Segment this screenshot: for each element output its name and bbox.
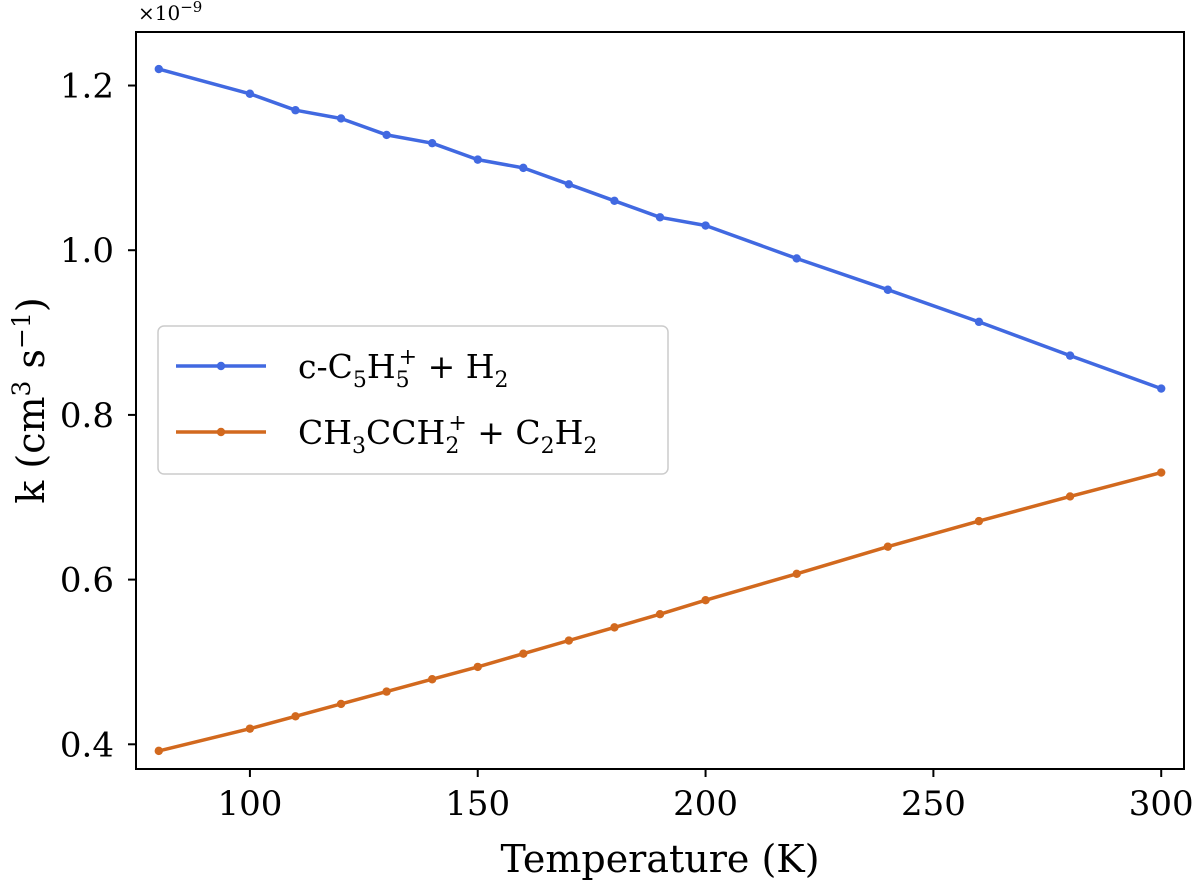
y-tick-label: 0.8 bbox=[60, 396, 114, 436]
data-point bbox=[291, 712, 300, 721]
data-point bbox=[701, 595, 710, 605]
data-point bbox=[564, 180, 574, 189]
y-tick-label: 1.0 bbox=[60, 231, 114, 271]
data-point bbox=[382, 687, 391, 696]
legend-label-2: CH3CCH2+ + C2H2 bbox=[298, 411, 597, 459]
series-layer bbox=[154, 64, 1166, 756]
data-point bbox=[1157, 384, 1166, 393]
data-point bbox=[610, 196, 619, 206]
data-point bbox=[1157, 468, 1166, 477]
legend-box bbox=[157, 325, 669, 475]
data-point bbox=[883, 542, 893, 551]
data-point bbox=[655, 213, 665, 222]
data-point bbox=[655, 609, 665, 619]
data-point bbox=[427, 675, 437, 684]
x-tick-label: 100 bbox=[217, 784, 282, 824]
legend: c-C5H5+ + H2 CH3CCH2+ + C2H2 bbox=[157, 325, 669, 475]
data-point bbox=[154, 746, 163, 756]
legend-marker bbox=[216, 361, 226, 371]
data-point bbox=[245, 89, 255, 98]
data-point bbox=[473, 662, 482, 672]
x-tick-label: 200 bbox=[673, 784, 738, 824]
x-axis-title: Temperature (K) bbox=[500, 837, 819, 881]
data-point bbox=[792, 254, 801, 263]
data-point bbox=[610, 623, 619, 632]
legend-label-1: c-C5H5+ + H2 bbox=[298, 345, 509, 393]
y-axis: 0.4 0.6 0.8 1.0 1.2 bbox=[60, 67, 136, 765]
x-tick-label: 150 bbox=[445, 784, 510, 824]
legend-marker bbox=[216, 427, 226, 437]
data-point bbox=[519, 163, 528, 173]
y-tick-label: 0.4 bbox=[60, 725, 114, 765]
y-tick-label: 1.2 bbox=[60, 67, 114, 107]
data-point bbox=[519, 649, 528, 658]
data-point bbox=[154, 64, 163, 74]
data-point bbox=[336, 114, 346, 123]
y-tick-label: 0.6 bbox=[60, 561, 114, 601]
data-point bbox=[336, 699, 346, 709]
data-point bbox=[564, 636, 574, 645]
x-tick-label: 300 bbox=[1129, 784, 1194, 824]
y-axis-title: k (cm3 s−1) bbox=[7, 297, 53, 503]
data-point bbox=[291, 106, 300, 115]
data-point bbox=[473, 155, 482, 164]
data-point bbox=[974, 317, 984, 327]
data-point bbox=[382, 130, 391, 140]
y-axis-offset-label: ×10−9 bbox=[138, 0, 202, 25]
data-point bbox=[1065, 351, 1075, 360]
x-tick-label: 250 bbox=[901, 784, 966, 824]
data-point bbox=[974, 516, 984, 526]
data-point bbox=[792, 569, 801, 579]
data-point bbox=[427, 138, 437, 148]
data-point bbox=[245, 724, 255, 733]
data-point bbox=[883, 285, 893, 294]
plot-frame bbox=[135, 31, 1185, 770]
data-point bbox=[1065, 492, 1075, 501]
data-point bbox=[701, 221, 710, 230]
x-axis: 100 150 200 250 300 bbox=[217, 769, 1194, 824]
